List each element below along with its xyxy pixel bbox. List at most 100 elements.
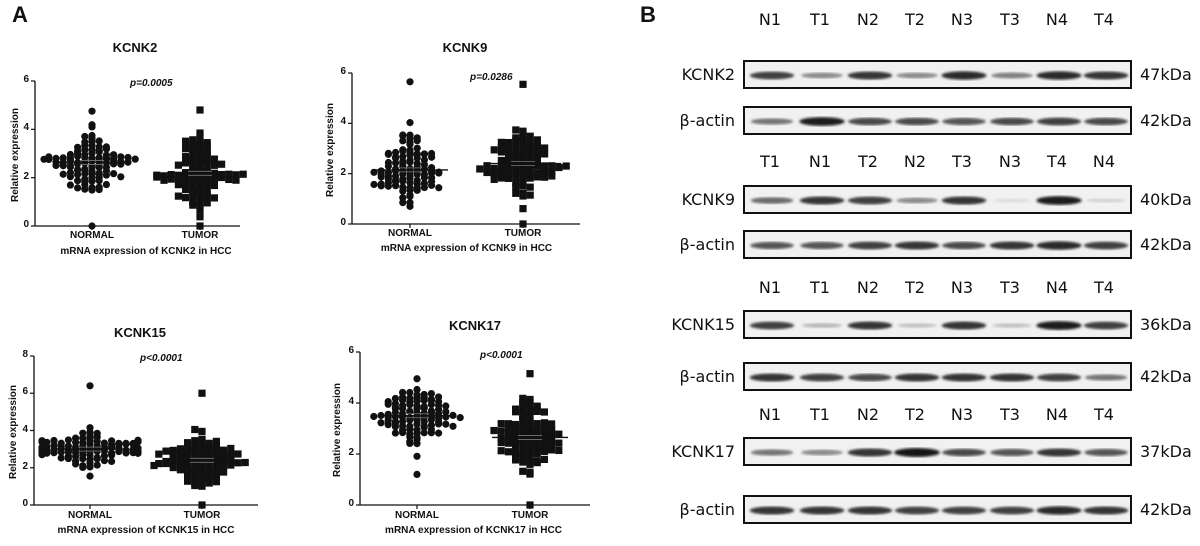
lane-label-t2: T2: [905, 405, 925, 424]
data-point: [225, 170, 233, 178]
protein-band: [894, 241, 940, 250]
data-point: [427, 395, 435, 403]
protein-band: [1083, 71, 1129, 80]
protein-band: [750, 449, 794, 456]
y-tick-label: 6: [348, 345, 354, 356]
category-label-tumor: TUMOR: [504, 228, 542, 239]
data-point: [176, 464, 184, 472]
data-point: [218, 160, 226, 168]
data-point: [184, 471, 192, 480]
data-point: [548, 436, 556, 444]
molecular-weight-label: 40kDa: [1140, 190, 1192, 209]
data-point: [169, 446, 177, 455]
lane-label-n1: N1: [808, 152, 832, 171]
data-point: [384, 410, 392, 418]
data-point: [220, 460, 228, 468]
data-point: [86, 424, 94, 432]
protein-band: [894, 506, 940, 515]
data-point: [108, 437, 116, 445]
molecular-weight-label: 42kDa: [1140, 367, 1192, 386]
data-point: [205, 460, 213, 469]
data-point: [155, 450, 163, 458]
data-point: [198, 474, 206, 482]
data-point: [196, 154, 204, 162]
data-point: [519, 449, 527, 457]
lane-label-n2: N2: [903, 152, 927, 171]
data-point: [198, 479, 206, 487]
data-point: [540, 419, 548, 427]
data-point: [519, 127, 527, 135]
lane-label-n4: N4: [1045, 278, 1069, 297]
data-point: [174, 171, 182, 179]
data-point: [519, 150, 527, 158]
data-point: [212, 448, 220, 457]
blot-strip: [743, 310, 1132, 339]
lane-label-n2: N2: [856, 405, 880, 424]
data-point: [406, 422, 414, 430]
data-point: [413, 426, 421, 434]
data-point: [392, 165, 400, 173]
data-point: [169, 463, 177, 472]
data-point: [79, 429, 87, 437]
data-point: [512, 449, 520, 457]
row-label-kcnk2: KCNK2: [681, 65, 735, 84]
data-point: [189, 140, 197, 148]
data-point: [81, 175, 89, 183]
data-point: [81, 132, 89, 141]
data-point: [88, 154, 96, 162]
data-point: [182, 144, 190, 152]
data-point: [456, 414, 464, 422]
lane-label-t4: T4: [1094, 10, 1114, 29]
data-point: [203, 187, 211, 195]
lane-label-n3: N3: [950, 10, 974, 29]
data-point: [406, 131, 414, 139]
data-point: [210, 155, 218, 163]
data-point: [555, 430, 563, 438]
protein-band: [799, 117, 845, 126]
data-point: [57, 454, 65, 462]
lane-label-n4: N4: [1045, 405, 1069, 424]
data-point: [442, 420, 450, 428]
data-point: [526, 468, 534, 476]
data-point: [74, 177, 82, 185]
data-point: [526, 138, 534, 146]
data-point: [420, 170, 428, 179]
data-point: [504, 448, 512, 456]
data-point: [526, 148, 534, 157]
data-point: [74, 165, 82, 174]
data-point: [391, 394, 399, 403]
protein-band: [847, 506, 893, 515]
y-tick-label: 4: [22, 423, 28, 435]
protein-band: [897, 323, 937, 328]
data-point: [196, 198, 204, 206]
data-point: [205, 455, 213, 463]
data-point: [399, 401, 407, 410]
protein-band: [942, 448, 986, 457]
lane-label-n1: N1: [758, 405, 782, 424]
data-point: [59, 170, 67, 178]
protein-band: [990, 448, 1034, 457]
data-point: [150, 461, 158, 470]
data-point: [540, 430, 548, 438]
lane-label-t3: T3: [952, 152, 972, 171]
data-point: [191, 441, 199, 449]
data-point: [526, 142, 534, 150]
data-point: [540, 408, 548, 416]
data-point: [504, 420, 512, 428]
data-point: [526, 443, 534, 451]
lane-label-t3: T3: [1000, 405, 1020, 424]
data-point: [428, 149, 436, 158]
data-point: [519, 406, 527, 415]
row-label-kcnk9: KCNK9: [681, 190, 735, 209]
data-point: [227, 444, 235, 453]
data-point: [533, 425, 541, 434]
data-point: [79, 462, 87, 470]
row-label-kcnk15: KCNK15: [671, 315, 735, 334]
data-point: [533, 420, 541, 428]
data-point: [497, 167, 505, 175]
data-point: [210, 178, 218, 186]
protein-band: [847, 71, 893, 80]
data-point: [210, 181, 218, 190]
data-point: [370, 412, 378, 421]
data-point: [512, 456, 520, 464]
